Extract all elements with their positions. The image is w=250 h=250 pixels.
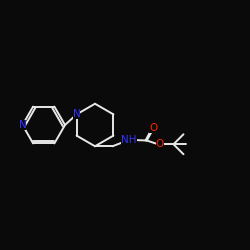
Text: O: O xyxy=(149,123,157,133)
Text: NH: NH xyxy=(121,135,136,145)
Text: N: N xyxy=(18,120,26,130)
Text: O: O xyxy=(156,139,164,149)
Text: N: N xyxy=(73,110,80,120)
